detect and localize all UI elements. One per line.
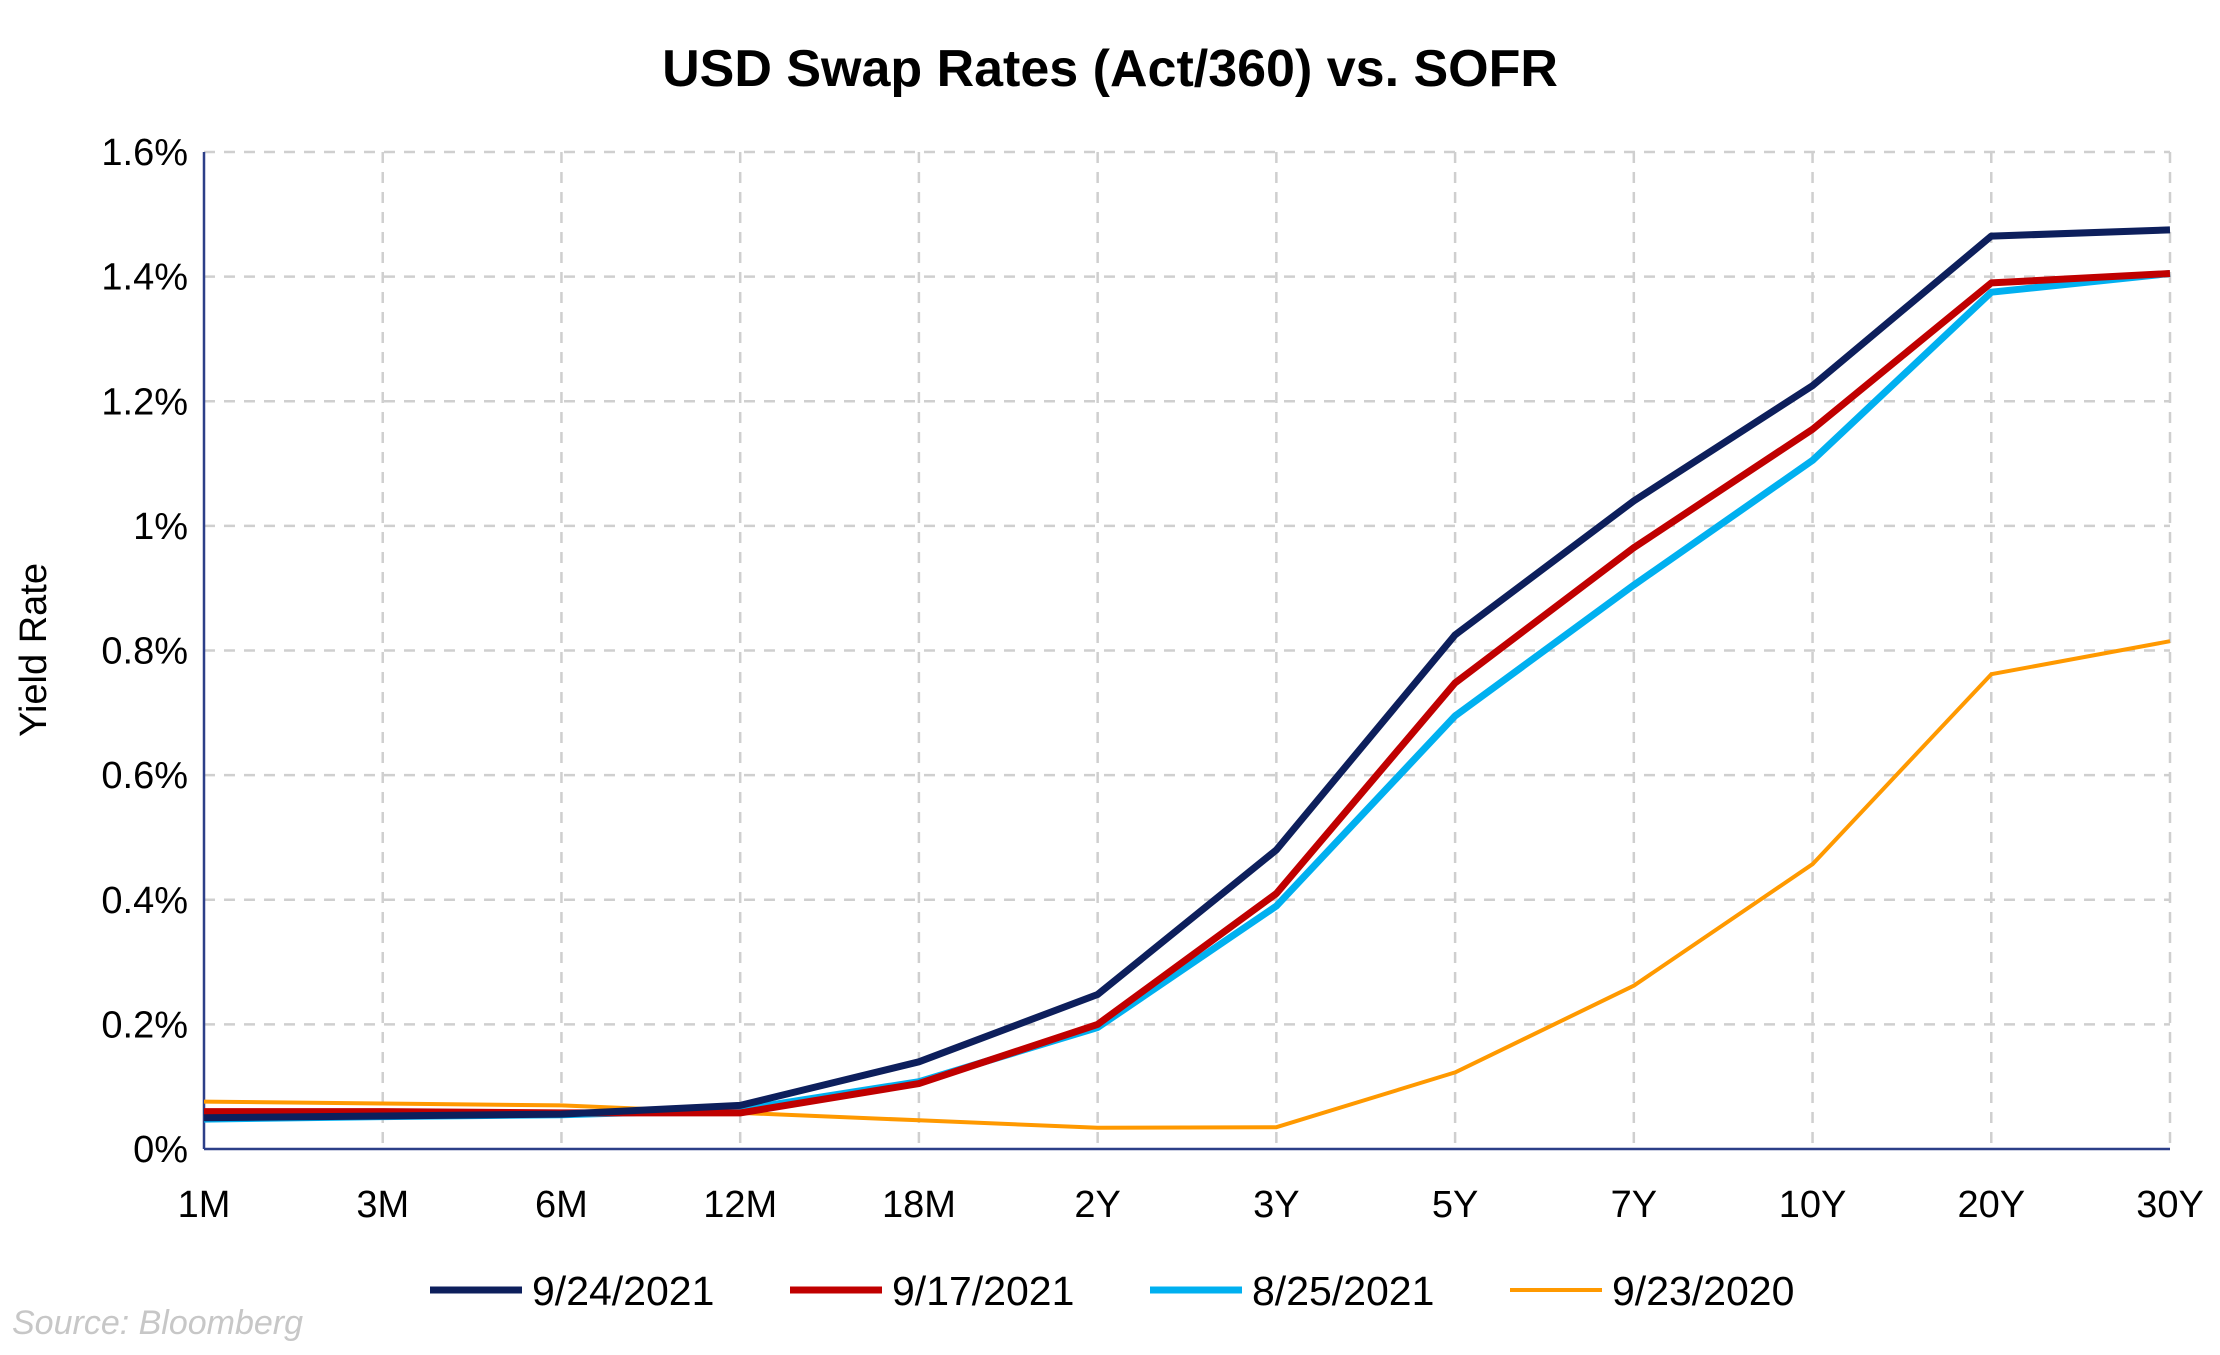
x-tick-label: 7Y <box>1611 1184 1657 1226</box>
y-axis-label: Yield Rate <box>13 563 55 737</box>
legend-label: 9/23/2020 <box>1612 1268 1794 1314</box>
x-tick-label: 30Y <box>2136 1184 2204 1226</box>
x-tick-label: 3M <box>356 1184 409 1226</box>
series-line <box>203 639 2171 1130</box>
x-tick-label: 3Y <box>1253 1184 1299 1226</box>
source-note: Source: Bloomberg <box>12 1304 303 1342</box>
series-lines <box>203 226 2171 1130</box>
x-tick-label: 12M <box>703 1184 777 1226</box>
x-tick-label: 2Y <box>1074 1184 1120 1226</box>
chart-title: USD Swap Rates (Act/360) vs. SOFR <box>662 40 1558 98</box>
x-tick-label: 6M <box>535 1184 588 1226</box>
x-tick-label: 20Y <box>1957 1184 2025 1226</box>
y-tick-label: 1.6% <box>101 132 188 174</box>
legend-label: 8/25/2021 <box>1252 1268 1434 1314</box>
grid <box>204 150 2172 1149</box>
x-tick-label: 10Y <box>1779 1184 1847 1226</box>
legend: 9/24/2021 9/17/2021 8/25/2021 9/23/2020 <box>430 1268 1794 1314</box>
y-tick-label: 1.4% <box>101 257 188 299</box>
y-tick-label: 0% <box>133 1129 188 1171</box>
x-tick-label: 18M <box>882 1184 956 1226</box>
y-tick-label: 0.6% <box>101 755 188 797</box>
y-tick-label: 1.2% <box>101 381 188 423</box>
series-line <box>203 226 2171 1122</box>
y-tick-label: 0.2% <box>101 1004 188 1046</box>
tick-labels: 0% 0.2% 0.4% 0.6% 0.8% 1% 1.2% 1.4% 1.6% 1M 3M 6M 12… <box>101 132 2203 1226</box>
axes <box>202 152 2170 1151</box>
x-tick-label: 1M <box>178 1184 231 1226</box>
x-tick-label: 5Y <box>1432 1184 1478 1226</box>
y-tick-label: 0.4% <box>101 880 188 922</box>
legend-label: 9/17/2021 <box>892 1268 1074 1314</box>
y-tick-label: 0.8% <box>101 631 188 673</box>
y-tick-label: 1% <box>133 506 188 548</box>
legend-label: 9/24/2021 <box>532 1268 714 1314</box>
